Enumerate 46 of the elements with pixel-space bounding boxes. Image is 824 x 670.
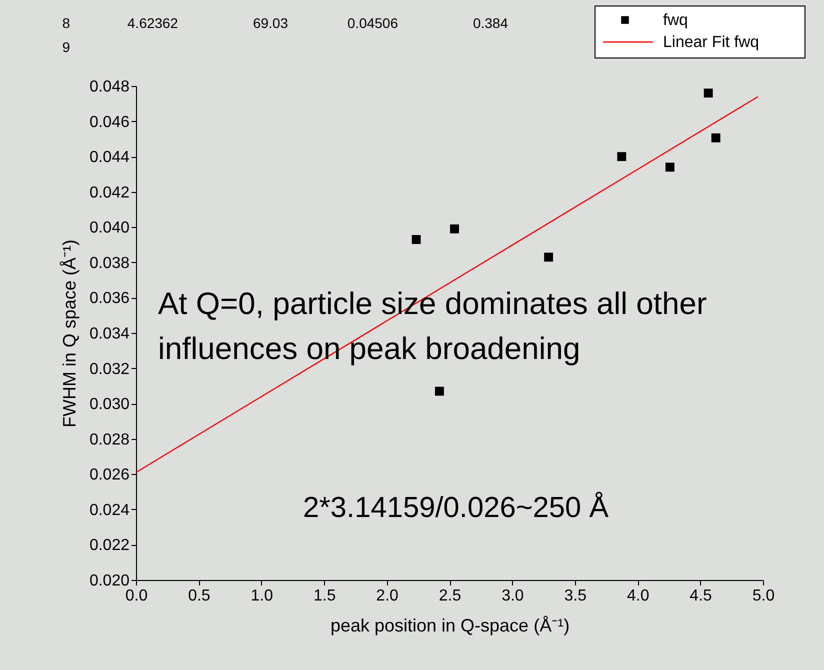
x-tick-label: 1.0	[250, 588, 274, 604]
annotation: influences on peak broadening	[158, 331, 580, 366]
text: 8	[62, 15, 70, 31]
point	[450, 224, 459, 234]
y-tick-label: 0.038	[89, 254, 130, 272]
x-tick-label: 3.0	[502, 588, 524, 604]
x-tick-label: 2.0	[376, 588, 399, 604]
y-tick-label: 0.034	[89, 326, 130, 342]
y-tick-label: 0.028	[89, 431, 130, 448]
y-tick-label: 0.030	[89, 396, 130, 414]
y-tick-label: 0.048	[89, 78, 130, 96]
x-tick-label: 0.5	[188, 588, 210, 604]
annotation: 2*3.14159/0.026~250 Å	[303, 491, 610, 524]
x-tick-label: 4.0	[626, 588, 650, 604]
x-tick-label: 1.5	[313, 588, 336, 604]
legend-label: fwq	[663, 12, 688, 29]
point	[412, 235, 421, 244]
y-tick-label: 0.042	[89, 184, 130, 202]
y-tick-label: 0.046	[89, 114, 130, 131]
y-axis-title: FWHM in Q space (Å⁻¹)	[59, 239, 80, 428]
y-tick-label: 0.044	[89, 149, 130, 166]
text: 69.03	[252, 15, 288, 31]
x-tick-label: 3.5	[564, 588, 587, 604]
text: 9	[62, 39, 70, 55]
text: 0.04506	[347, 15, 398, 31]
y-tick-label: 0.040	[89, 220, 130, 237]
x-tick-label: 0.0	[125, 588, 148, 604]
text: 0.384	[472, 15, 508, 31]
legend-label: Linear Fit fwq	[663, 34, 760, 51]
point	[665, 162, 674, 172]
y-tick-label: 0.020	[89, 572, 130, 590]
text: 4.62362	[127, 15, 178, 31]
point	[711, 133, 720, 142]
y-tick-label: 0.022	[89, 537, 130, 554]
point	[617, 152, 626, 162]
y-tick-label: 0.026	[89, 466, 130, 484]
point	[544, 252, 554, 262]
x-tick-label: 5.0	[752, 588, 775, 604]
point	[704, 88, 713, 98]
x-tick-label: 4.5	[690, 588, 712, 604]
y-tick-label: 0.024	[89, 502, 130, 519]
x-tick-label: 2.5	[438, 588, 462, 604]
y-tick-label: 0.036	[89, 290, 130, 308]
point	[434, 386, 444, 396]
y-tick-label: 0.032	[89, 360, 130, 378]
x-axis-title: peak position in Q-space (Å⁻¹)	[330, 616, 570, 636]
